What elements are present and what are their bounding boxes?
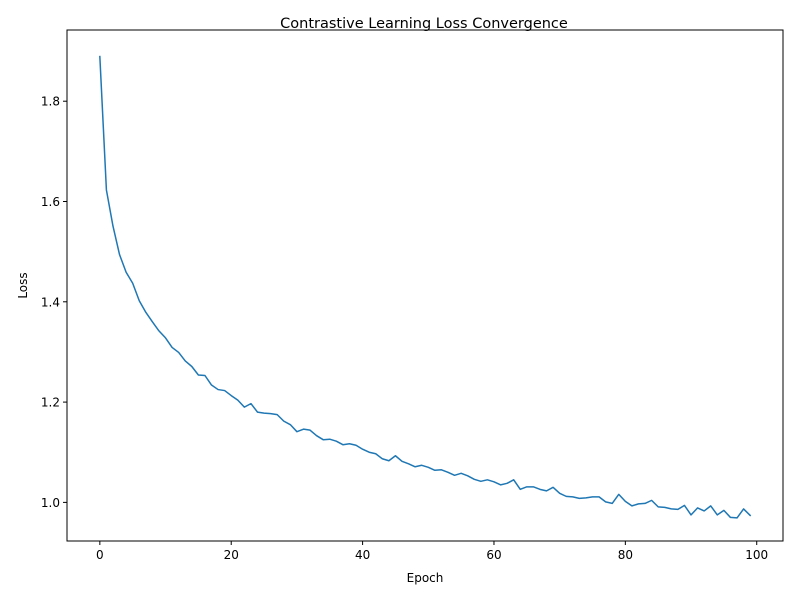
y-axis-ticks: 1.0 1.2 1.4 1.6 1.8 [41, 95, 67, 510]
x-tick-label: 40 [355, 548, 370, 562]
y-tick-label: 1.2 [41, 396, 60, 410]
loss-line [99, 55, 752, 519]
y-axis-label: Loss [16, 272, 30, 298]
x-tick-label: 100 [745, 548, 768, 562]
x-axis-ticks: 0 20 40 60 80 100 [96, 541, 768, 562]
chart-title: Contrastive Learning Loss Convergence [280, 16, 568, 32]
plot-area [99, 55, 752, 519]
y-tick-label: 1.4 [41, 295, 60, 309]
y-tick-label: 1.0 [41, 496, 60, 510]
x-axis-label: Epoch [407, 571, 444, 585]
x-tick-label: 80 [618, 548, 633, 562]
x-tick-label: 20 [224, 548, 239, 562]
plot-frame [66, 29, 784, 542]
x-tick-label: 60 [486, 548, 501, 562]
y-tick-label: 1.6 [41, 195, 60, 209]
x-tick-label: 0 [96, 548, 104, 562]
y-tick-label: 1.8 [41, 95, 60, 109]
